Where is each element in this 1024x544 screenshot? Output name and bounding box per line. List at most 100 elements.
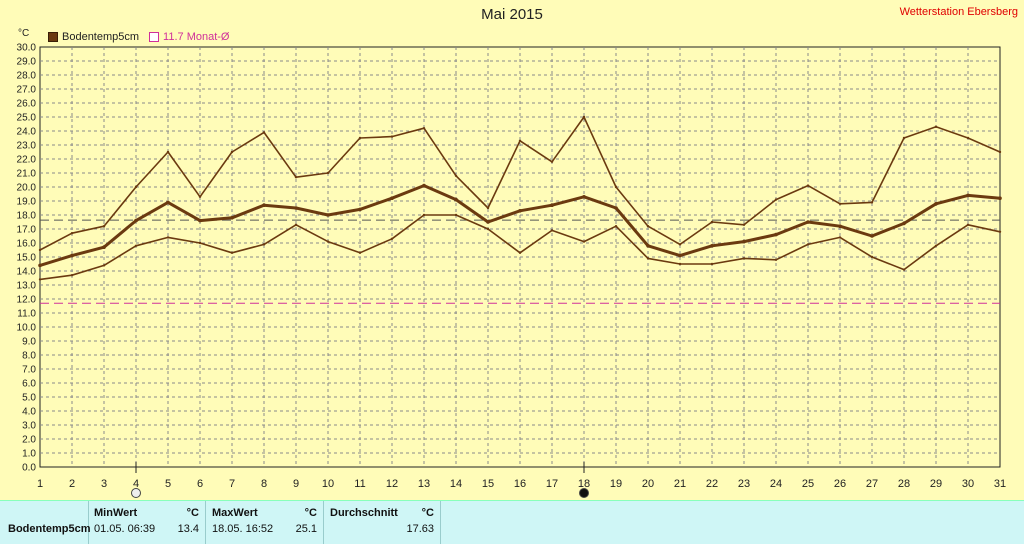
data-point-min [806,243,810,246]
stats-max-cell: MaxWert °C 18.05. 16:52 25.1 [206,501,324,544]
chart-area: 0.0 1.0 2.0 3.0 4.0 5.0 6.0 7.0 8.0 9.0 10.0 11.0 12… [17,43,1006,498]
x-tick-label: 9 [293,478,299,490]
max-day-marker [579,488,589,498]
data-point-max [966,136,970,140]
data-point-min [582,240,586,243]
min-day-marker [131,488,141,498]
x-tick-label: 14 [450,478,462,490]
data-point-min [550,229,554,232]
x-tick-label: 15 [482,478,494,490]
y-tick-label: 12.0 [17,295,37,306]
x-tick-label: 3 [101,478,107,490]
data-point-min [678,262,682,266]
data-point-min [518,251,522,254]
y-tick-label: 2.0 [22,435,36,446]
stats-min-cell: MinWert °C 01.05. 06:39 13.4 [89,501,206,544]
x-tick-label: 11 [354,478,365,490]
data-point-mean [646,244,650,248]
data-point-mean [198,218,202,223]
x-tick-label: 30 [962,478,974,490]
y-tick-label: 30.0 [17,43,37,54]
data-point-max [326,171,330,175]
x-tick-label: 16 [514,478,526,490]
data-point-max [806,184,810,187]
data-point-mean [518,209,522,213]
data-point-max [742,223,746,226]
y-tick-label: 27.0 [17,85,37,96]
data-point-min [390,237,394,240]
y-tick-label: 5.0 [22,393,36,404]
data-point-max [934,125,938,128]
min-unit: °C [186,507,199,519]
x-tick-label: 17 [546,478,558,490]
max-header: MaxWert [212,507,258,519]
avg-value: 17.63 [406,523,434,535]
max-unit: °C [304,507,317,519]
data-point-max [134,185,138,189]
x-tick-label: 4 [133,478,139,490]
y-tick-label: 29.0 [17,57,37,68]
avg-header: Durchschnitt [330,507,398,519]
y-tick-label: 18.0 [17,211,37,222]
x-tick-label: 8 [261,478,267,490]
data-point-max [102,225,106,228]
station-name: Wetterstation Ebersberg [899,6,1018,18]
y-tick-label: 20.0 [17,183,37,194]
min-header: MinWert [94,507,138,519]
data-point-max [582,115,586,119]
stats-label-cell: Bodentemp5cm [0,501,91,544]
data-point-mean [550,203,554,207]
data-point-min [326,240,330,243]
data-point-min [262,243,266,246]
data-point-min [102,264,106,267]
data-point-min [998,230,1002,233]
data-point-mean [774,232,778,237]
data-point-min [198,241,202,245]
legend-series-swatch [48,32,58,42]
x-tick-label: 18 [578,478,590,490]
data-point-min [774,258,778,261]
y-tick-label: 15.0 [17,253,37,264]
avg-unit: °C [421,507,434,519]
data-point-mean [102,245,106,249]
temperature-chart: 0.01.02.03.04.05.06.07.08.09.010.011.012… [17,43,1006,498]
y-tick-label: 8.0 [22,351,36,362]
data-point-max [550,160,554,163]
data-point-min [358,251,362,254]
legend-series-label: Bodentemp5cm [62,31,140,43]
data-point-max [902,136,906,140]
min-value: 13.4 [177,523,199,535]
data-point-max [166,150,170,154]
y-tick-label: 11.0 [17,309,36,320]
data-point-max [198,195,202,198]
y-tick-label: 7.0 [22,365,36,376]
data-point-max [870,201,874,204]
stats-avg-cell: Durchschnitt °C 17.63 [324,501,441,544]
x-tick-label: 23 [738,478,750,490]
data-point-mean [390,196,394,200]
y-tick-label: 10.0 [17,323,37,334]
data-point-mean [934,202,938,206]
x-tick-label: 28 [898,478,910,490]
data-point-mean [422,183,426,188]
data-point-max [38,248,42,252]
y-tick-label: 25.0 [17,113,37,124]
data-point-min [230,251,234,254]
y-tick-label: 26.0 [17,99,37,110]
data-point-max [486,206,490,210]
y-tick-label: 28.0 [17,71,37,82]
min-time: 01.05. 06:39 [94,523,156,535]
y-tick-label: 21.0 [17,169,37,180]
data-point-mean [902,221,906,226]
y-tick-label: 13.0 [17,281,37,292]
data-point-max [422,127,426,130]
x-tick-label: 22 [706,478,718,490]
data-point-mean [262,203,266,207]
data-point-max [614,185,618,189]
data-point-min [486,227,490,231]
y-tick-label: 0.0 [22,463,36,474]
data-point-mean [614,206,618,210]
data-point-min [646,257,650,260]
x-tick-label: 26 [834,478,846,490]
y-tick-label: 23.0 [17,141,37,152]
